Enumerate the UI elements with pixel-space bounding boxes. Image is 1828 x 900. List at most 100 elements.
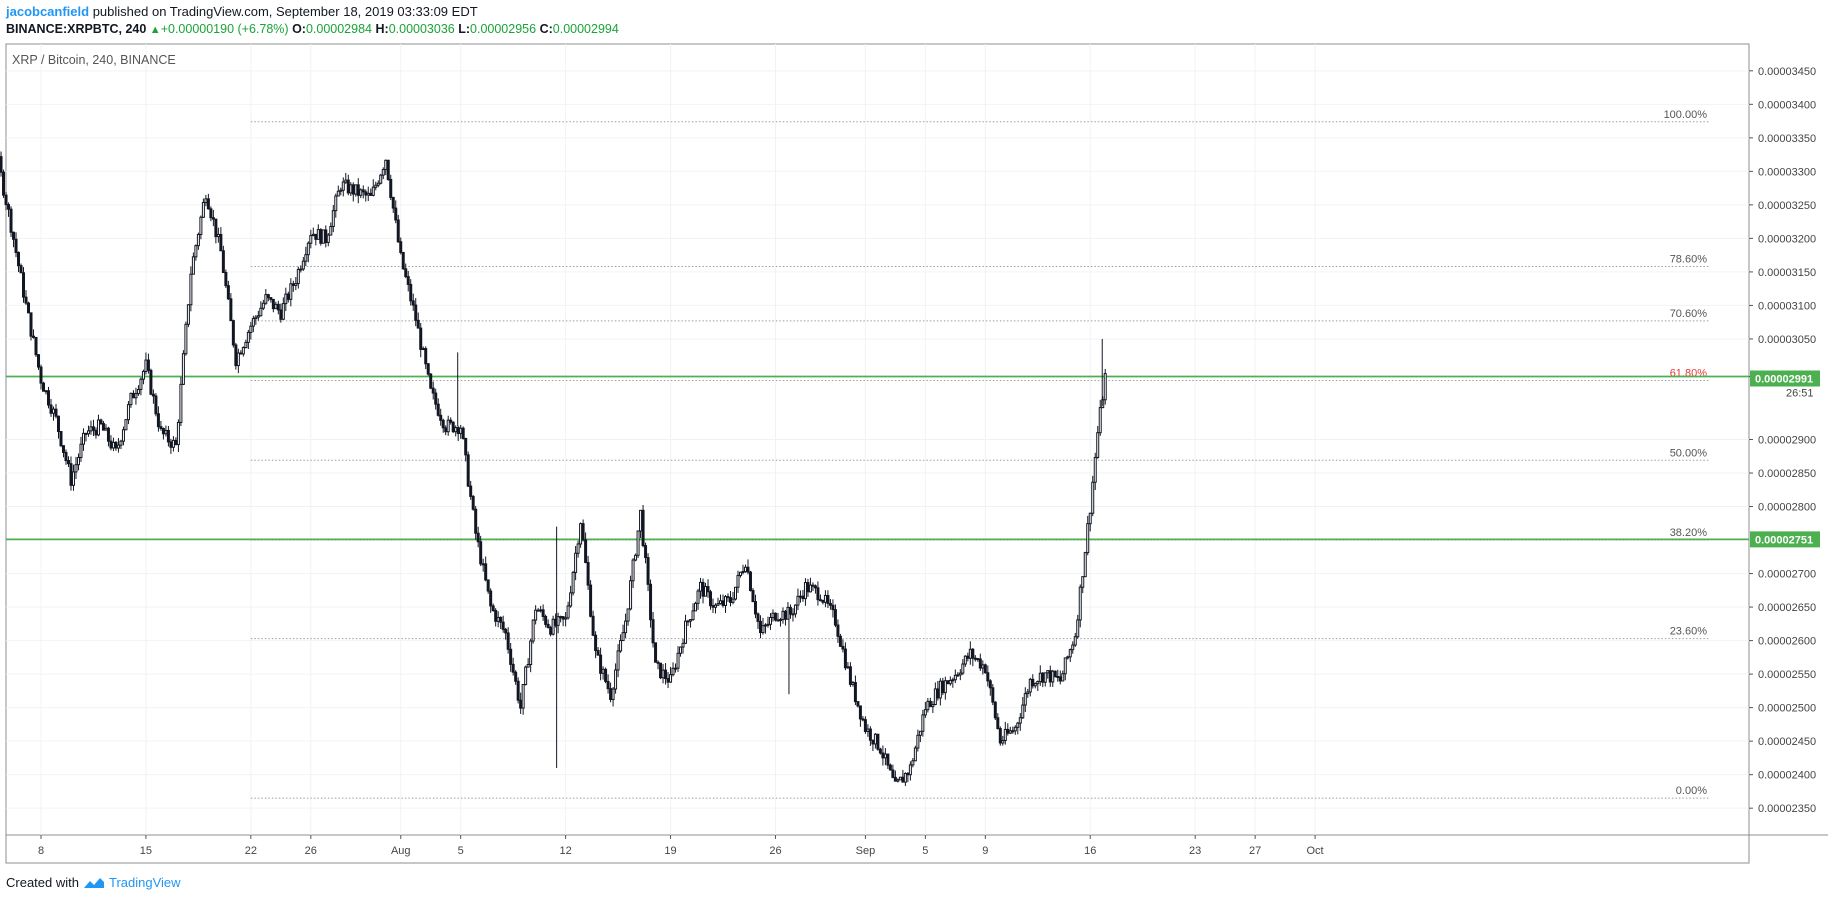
candle-body xyxy=(828,602,832,606)
candle-body xyxy=(619,640,623,652)
candle-body xyxy=(761,625,765,634)
candle-body xyxy=(978,658,982,669)
candles xyxy=(0,151,1107,787)
x-tick-label-aug: Aug xyxy=(391,845,411,857)
candle-body xyxy=(231,320,235,346)
candle-body xyxy=(494,610,498,622)
candle-body xyxy=(299,268,303,271)
candle-body xyxy=(179,383,183,423)
y-tick-label: 0.00002600 xyxy=(1758,636,1816,648)
candle-body xyxy=(174,439,178,446)
candle-body xyxy=(409,283,413,302)
price-badge-label: 0.00002991 xyxy=(1755,373,1813,385)
candle-body xyxy=(39,366,43,384)
candle-body xyxy=(883,753,887,759)
candle-body xyxy=(469,485,473,497)
candle-body xyxy=(86,430,90,435)
price-axis[interactable]: 0.00003450 0.00003400 0.00003350 0.00003300… xyxy=(1749,66,1820,815)
fib-level-label: 78.60% xyxy=(1670,254,1708,266)
candle-body xyxy=(684,620,688,644)
candle-body xyxy=(933,688,937,706)
x-tick-label-5: 5 xyxy=(922,845,928,857)
candle-body xyxy=(164,429,168,435)
candle-body xyxy=(666,678,670,683)
candle-body xyxy=(426,363,430,375)
candle-body xyxy=(61,445,65,453)
candle-body xyxy=(993,701,997,719)
close-value: 0.00002994 xyxy=(552,22,619,36)
candle-body xyxy=(214,218,218,238)
candle-body xyxy=(791,613,795,616)
support-lines[interactable] xyxy=(6,375,1749,541)
candle-body xyxy=(94,429,98,436)
chart-title: XRP / Bitcoin, 240, BINANCE xyxy=(12,53,176,67)
candle-body xyxy=(279,309,283,320)
candle-body xyxy=(294,282,298,286)
candle-body xyxy=(601,668,605,674)
candle-body xyxy=(778,619,782,622)
x-tick-label-26: 26 xyxy=(769,845,781,857)
low-value: 0.00002956 xyxy=(470,22,537,36)
candle-body xyxy=(766,623,770,626)
candle-body xyxy=(131,392,135,399)
candle-body xyxy=(671,667,675,676)
y-tick-label: 0.00002450 xyxy=(1758,736,1816,748)
candle-body xyxy=(948,679,952,685)
candle-body xyxy=(546,623,550,628)
candle-body xyxy=(479,541,483,565)
y-tick-label: 0.00002850 xyxy=(1758,468,1816,480)
candle-body xyxy=(1001,739,1005,744)
candle-body xyxy=(843,648,847,669)
tradingview-logo-icon xyxy=(83,877,104,888)
candle-body xyxy=(876,733,880,750)
candle-body xyxy=(176,421,180,446)
candle-body xyxy=(209,208,213,219)
fib-level-label: 100.00% xyxy=(1664,109,1708,121)
tradingview-brand[interactable]: TradingView xyxy=(108,875,181,890)
author-link[interactable]: jacobcanfield xyxy=(6,4,90,19)
y-tick-label: 0.00002900 xyxy=(1758,435,1816,447)
candle-body xyxy=(91,426,95,431)
candle-body xyxy=(808,584,812,593)
candle-body xyxy=(436,403,440,416)
candle-body xyxy=(1013,726,1017,732)
candle-body xyxy=(14,238,18,253)
x-tick-label-9: 9 xyxy=(982,845,988,857)
candle-body xyxy=(79,443,83,459)
candle-body xyxy=(69,463,73,486)
candle-body xyxy=(41,382,45,392)
candle-body xyxy=(634,554,638,561)
candle-body xyxy=(706,586,710,593)
candle-body xyxy=(421,348,425,351)
candle-body xyxy=(691,610,695,621)
fib-level-label: 61.80% xyxy=(1670,368,1708,380)
candle-body xyxy=(816,587,820,601)
time-axis[interactable]: 8 15 22 26 Aug 5 12 19 26 Sep 5 9 16 23 27 Oct xyxy=(38,835,1324,857)
y-tick-label: 0.00003200 xyxy=(1758,233,1816,245)
candle-body xyxy=(151,393,155,397)
candle-body xyxy=(84,432,88,435)
candle-body xyxy=(399,241,403,253)
candle-body xyxy=(434,392,438,405)
candle-body xyxy=(1073,636,1077,646)
publish-text: published on TradingView.com, September … xyxy=(89,4,478,19)
candle-body xyxy=(521,684,525,709)
candle-body xyxy=(414,304,418,321)
candle-body xyxy=(1048,670,1052,683)
candle-body xyxy=(886,753,890,766)
candle-body xyxy=(166,429,170,443)
y-tick-label: 0.00002800 xyxy=(1758,502,1816,514)
candle-body xyxy=(371,186,375,196)
candle-body xyxy=(1028,678,1032,693)
candle-body xyxy=(833,609,837,626)
candle-body xyxy=(983,664,987,674)
candle-body xyxy=(109,440,113,449)
candle-body xyxy=(851,682,855,685)
fib-level-label: 38.20% xyxy=(1670,527,1708,539)
candle-body xyxy=(359,189,363,196)
candle-body xyxy=(1006,728,1010,734)
candle-body xyxy=(366,192,370,196)
x-tick-label-15: 15 xyxy=(140,845,152,857)
candle-body xyxy=(763,624,767,627)
